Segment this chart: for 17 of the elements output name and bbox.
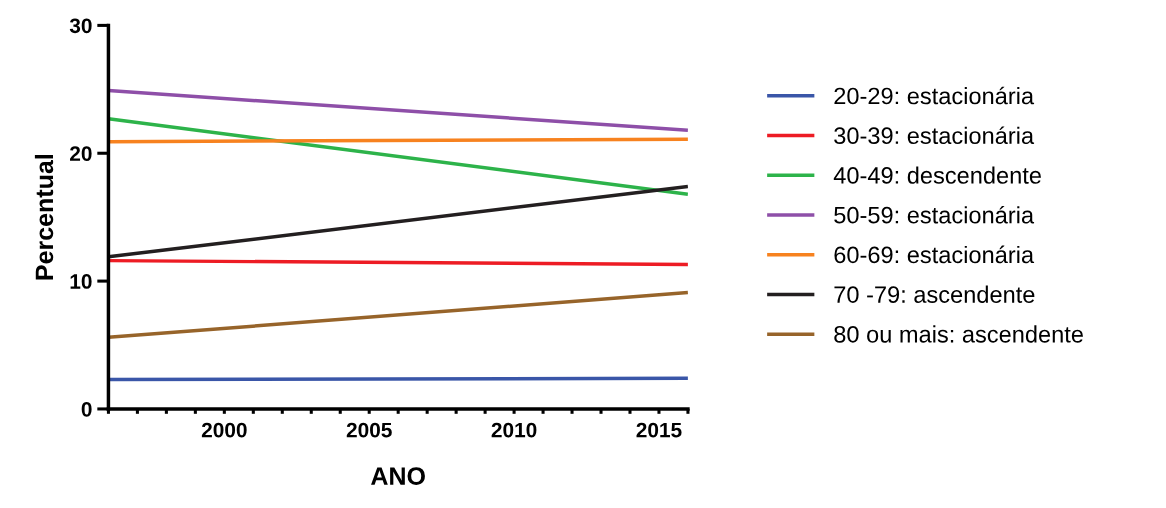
x-tick-label: 2000 bbox=[201, 422, 247, 438]
legend-label: 80 ou mais: ascendente bbox=[834, 325, 1083, 343]
x-tick-label: 2010 bbox=[491, 422, 537, 438]
legend-label: 30-39: estacionária bbox=[834, 126, 1035, 145]
y-tick-label: 10 bbox=[70, 274, 92, 289]
y-tick-label: 0 bbox=[81, 401, 92, 417]
legend-label: 60-69: estacionária bbox=[834, 245, 1035, 264]
x-axis-title: ANO bbox=[371, 467, 425, 485]
y-tick-label: 20 bbox=[70, 146, 92, 161]
x-tick-label: 2015 bbox=[636, 422, 682, 438]
legend-label: 70 -79: ascendente bbox=[834, 285, 1035, 303]
legend-label: 20-29: estacionária bbox=[834, 86, 1035, 105]
y-axis-title: Percentual bbox=[34, 155, 54, 280]
y-tick-label: 30 bbox=[69, 18, 92, 34]
x-tick-label: 2005 bbox=[346, 422, 392, 438]
legend-label: 40-49: descendente bbox=[833, 166, 1041, 184]
legend-label: 50-59: estacionária bbox=[834, 205, 1035, 224]
